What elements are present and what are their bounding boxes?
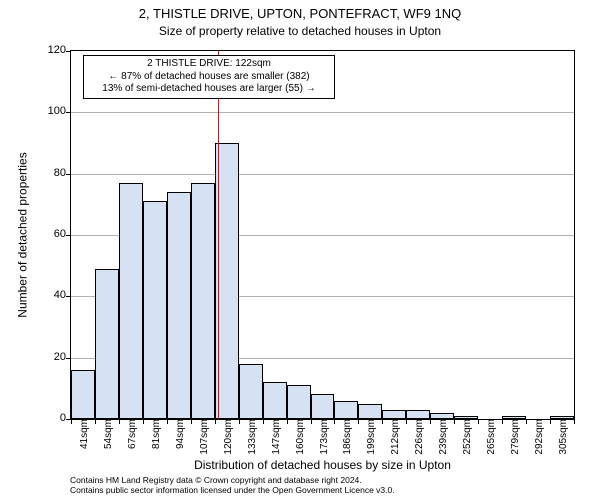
- histogram-bar: [71, 370, 95, 419]
- histogram-bar: [239, 364, 263, 419]
- xtick-label: 160sqm: [292, 419, 306, 455]
- xtick-mark: [311, 419, 312, 424]
- ytick-label: 40: [36, 289, 66, 301]
- xtick-label: 212sqm: [387, 419, 401, 455]
- chart-subtitle: Size of property relative to detached ho…: [0, 24, 600, 38]
- xtick-label: 54sqm: [100, 419, 114, 449]
- y-axis-label: Number of detached properties: [16, 152, 30, 317]
- credits: Contains HM Land Registry data © Crown c…: [70, 476, 575, 496]
- xtick-label: 305sqm: [555, 419, 569, 455]
- xtick-mark: [167, 419, 168, 424]
- xtick-label: 94sqm: [172, 419, 186, 449]
- histogram-bar: [119, 183, 143, 419]
- x-axis-label: Distribution of detached houses by size …: [70, 458, 575, 472]
- xtick-label: 265sqm: [483, 419, 497, 455]
- xtick-label: 279sqm: [507, 419, 521, 455]
- xtick-label: 239sqm: [435, 419, 449, 455]
- histogram-bar: [95, 269, 119, 419]
- chart-title: 2, THISTLE DRIVE, UPTON, PONTEFRACT, WF9…: [0, 6, 600, 21]
- reference-line: [218, 51, 219, 419]
- xtick-label: 67sqm: [124, 419, 138, 449]
- xtick-label: 173sqm: [316, 419, 330, 455]
- annotation-line: 2 THISTLE DRIVE: 122sqm: [90, 58, 328, 71]
- xtick-mark: [239, 419, 240, 424]
- ytick-label: 100: [36, 105, 66, 117]
- xtick-mark: [71, 419, 72, 424]
- y-axis-label-container: Number of detached properties: [16, 50, 30, 420]
- xtick-mark: [478, 419, 479, 424]
- ytick-mark: [66, 296, 71, 297]
- xtick-label: 147sqm: [268, 419, 282, 455]
- histogram-bar: [334, 401, 358, 419]
- histogram-bar: [167, 192, 191, 419]
- xtick-mark: [119, 419, 120, 424]
- xtick-label: 81sqm: [148, 419, 162, 449]
- ytick-label: 20: [36, 351, 66, 363]
- xtick-mark: [550, 419, 551, 424]
- histogram-bar: [191, 183, 215, 419]
- xtick-label: 41sqm: [76, 419, 90, 449]
- xtick-label: 120sqm: [220, 419, 234, 455]
- histogram-bar: [406, 410, 430, 419]
- histogram-bar: [358, 404, 382, 419]
- xtick-mark: [143, 419, 144, 424]
- xtick-mark: [334, 419, 335, 424]
- histogram-bar: [382, 410, 406, 419]
- xtick-label: 199sqm: [363, 419, 377, 455]
- xtick-label: 226sqm: [411, 419, 425, 455]
- xtick-mark: [358, 419, 359, 424]
- histogram-bar: [143, 201, 167, 419]
- ytick-mark: [66, 112, 71, 113]
- figure: 2, THISTLE DRIVE, UPTON, PONTEFRACT, WF9…: [0, 0, 600, 500]
- xtick-mark: [95, 419, 96, 424]
- gridline: [71, 174, 574, 175]
- xtick-label: 133sqm: [244, 419, 258, 455]
- annotation-line: ← 87% of detached houses are smaller (38…: [90, 71, 328, 84]
- xtick-mark: [287, 419, 288, 424]
- xtick-mark: [382, 419, 383, 424]
- xtick-label: 107sqm: [196, 419, 210, 455]
- annotation-box: 2 THISTLE DRIVE: 122sqm← 87% of detached…: [83, 55, 335, 99]
- xtick-mark: [191, 419, 192, 424]
- xtick-label: 292sqm: [531, 419, 545, 455]
- ytick-label: 60: [36, 228, 66, 240]
- xtick-mark: [502, 419, 503, 424]
- ytick-label: 80: [36, 167, 66, 179]
- ytick-mark: [66, 174, 71, 175]
- xtick-mark: [454, 419, 455, 424]
- credits-line2: Contains public sector information licen…: [70, 486, 575, 496]
- xtick-mark: [406, 419, 407, 424]
- histogram-bar: [263, 382, 287, 419]
- ytick-mark: [66, 51, 71, 52]
- xtick-mark: [526, 419, 527, 424]
- annotation-line: 13% of semi-detached houses are larger (…: [90, 83, 328, 96]
- ytick-mark: [66, 235, 71, 236]
- plot-area: 41sqm54sqm67sqm81sqm94sqm107sqm120sqm133…: [70, 50, 575, 420]
- xtick-mark: [215, 419, 216, 424]
- xtick-label: 252sqm: [459, 419, 473, 455]
- xtick-mark: [574, 419, 575, 424]
- xtick-label: 186sqm: [339, 419, 353, 455]
- xtick-mark: [430, 419, 431, 424]
- gridline: [71, 112, 574, 113]
- histogram-bar: [311, 394, 335, 419]
- ytick-label: 120: [36, 44, 66, 56]
- ytick-mark: [66, 358, 71, 359]
- ytick-label: 0: [36, 412, 66, 424]
- histogram-bar: [287, 385, 311, 419]
- xtick-mark: [263, 419, 264, 424]
